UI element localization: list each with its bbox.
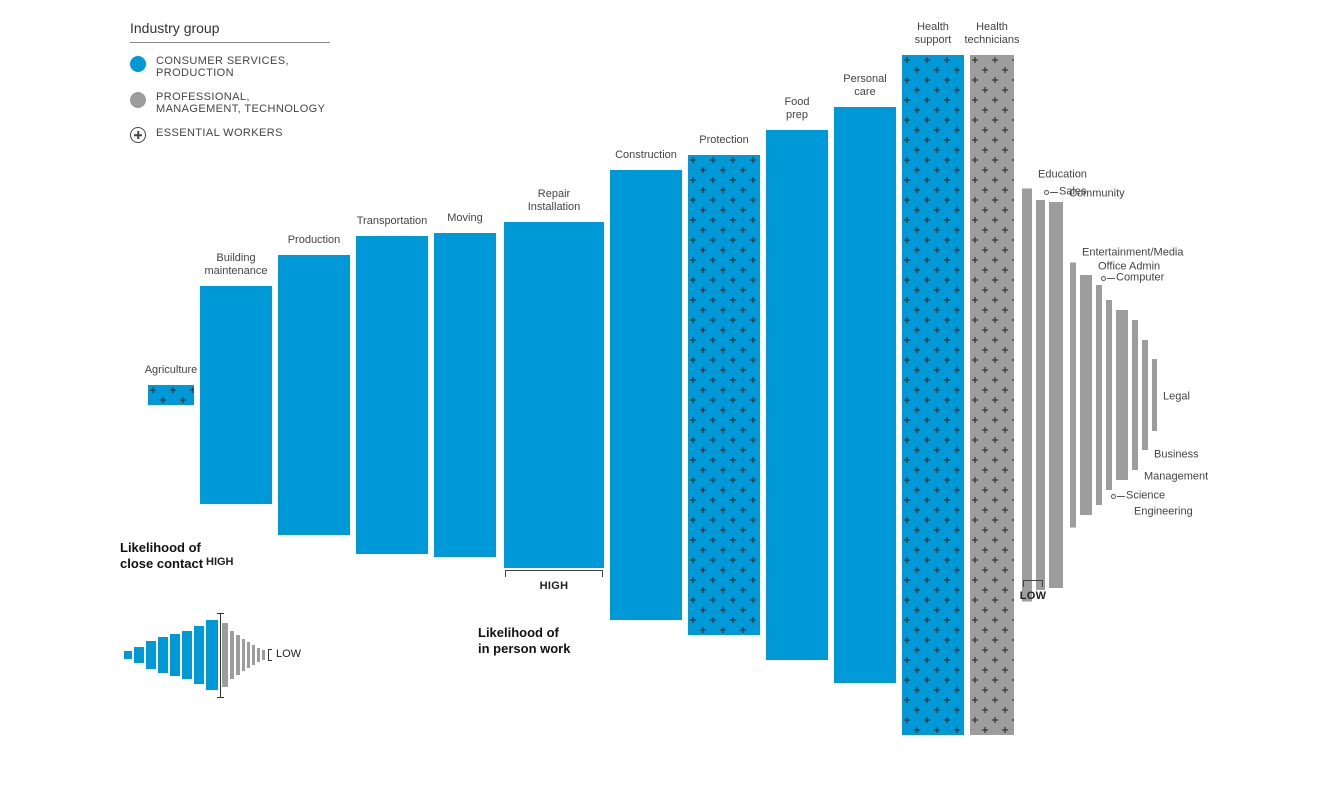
bar (1116, 310, 1128, 480)
axis-title-line: Likelihood of (478, 625, 559, 640)
bar-label: Agriculture (145, 364, 198, 377)
mini-bar (146, 641, 156, 669)
mini-bar (158, 637, 168, 673)
mini-bar (170, 634, 180, 676)
bar-label: Construction (615, 149, 677, 162)
bar-label: Protection (699, 134, 749, 147)
bar-label: Science (1126, 489, 1165, 502)
mini-axis-tick (217, 697, 224, 698)
bar (1036, 200, 1045, 590)
mini-low-label: LOW (276, 648, 301, 660)
mini-axis-tick (217, 613, 224, 614)
mini-legend: Likelihood of close contact HIGH LOW (120, 540, 320, 703)
axis-label-low: LOW (1020, 590, 1047, 602)
bar (356, 236, 428, 554)
bar-label: Production (288, 234, 341, 247)
bar-label: Healthtechnicians (964, 21, 1019, 47)
bar-label: Foodprep (784, 96, 809, 122)
mini-bar (206, 620, 218, 690)
bar-label: Computer (1116, 271, 1164, 284)
bar (148, 385, 194, 405)
axis-title: Likelihood of in person work (478, 625, 570, 658)
bar-label: Education (1038, 168, 1087, 181)
axis-bracket-low (1023, 580, 1043, 581)
mini-bar (242, 639, 245, 671)
mini-chart: LOW (120, 583, 290, 703)
mini-axis-line (220, 613, 221, 697)
bar-label: Business (1154, 448, 1199, 461)
bar-label: Engineering (1134, 505, 1193, 518)
mini-bar (247, 642, 250, 668)
bar (434, 233, 496, 557)
bar (1096, 285, 1102, 505)
bar-label: Buildingmaintenance (205, 252, 268, 278)
bar-label: Community (1069, 187, 1125, 200)
bar (504, 222, 604, 568)
bar (688, 155, 760, 635)
axis-label-high: HIGH (540, 580, 569, 592)
mini-bar (230, 631, 234, 679)
mini-bar (134, 647, 144, 663)
bar (1080, 275, 1092, 515)
mini-title-line: Likelihood of (120, 540, 201, 555)
mini-title-line: close contact (120, 556, 203, 571)
mini-bar (262, 650, 265, 660)
mini-bar (182, 631, 192, 679)
bar (1142, 340, 1148, 450)
bar (200, 286, 272, 504)
bar-label: Entertainment/Media (1082, 246, 1184, 259)
bar-label: Healthsupport (915, 21, 952, 47)
bar-label: Management (1144, 470, 1208, 483)
bar-label: Legal (1163, 390, 1190, 403)
mini-low-bracket (268, 649, 272, 661)
mini-bar (236, 635, 240, 675)
bar (834, 107, 896, 683)
bar (970, 55, 1014, 735)
bar (1106, 300, 1112, 490)
mini-bar (194, 626, 204, 684)
bar-label: RepairInstallation (528, 188, 581, 214)
bar (610, 170, 682, 620)
bar (1022, 189, 1032, 602)
bar (902, 55, 964, 735)
bar (1070, 263, 1076, 528)
mini-bar (222, 623, 228, 687)
axis-title-line: in person work (478, 641, 570, 656)
mini-bar (124, 651, 132, 659)
axis-bracket-high (505, 570, 603, 571)
bar (1049, 202, 1063, 588)
mini-label-high: HIGH (206, 556, 234, 568)
bar (278, 255, 350, 535)
bar (766, 130, 828, 660)
bar-label: Transportation (357, 215, 428, 228)
bar-label: Moving (447, 212, 482, 225)
bar-label: Personalcare (843, 73, 886, 99)
mini-bar (257, 648, 260, 662)
bar (1152, 359, 1157, 431)
mini-bar (252, 645, 255, 665)
bar (1132, 320, 1138, 470)
